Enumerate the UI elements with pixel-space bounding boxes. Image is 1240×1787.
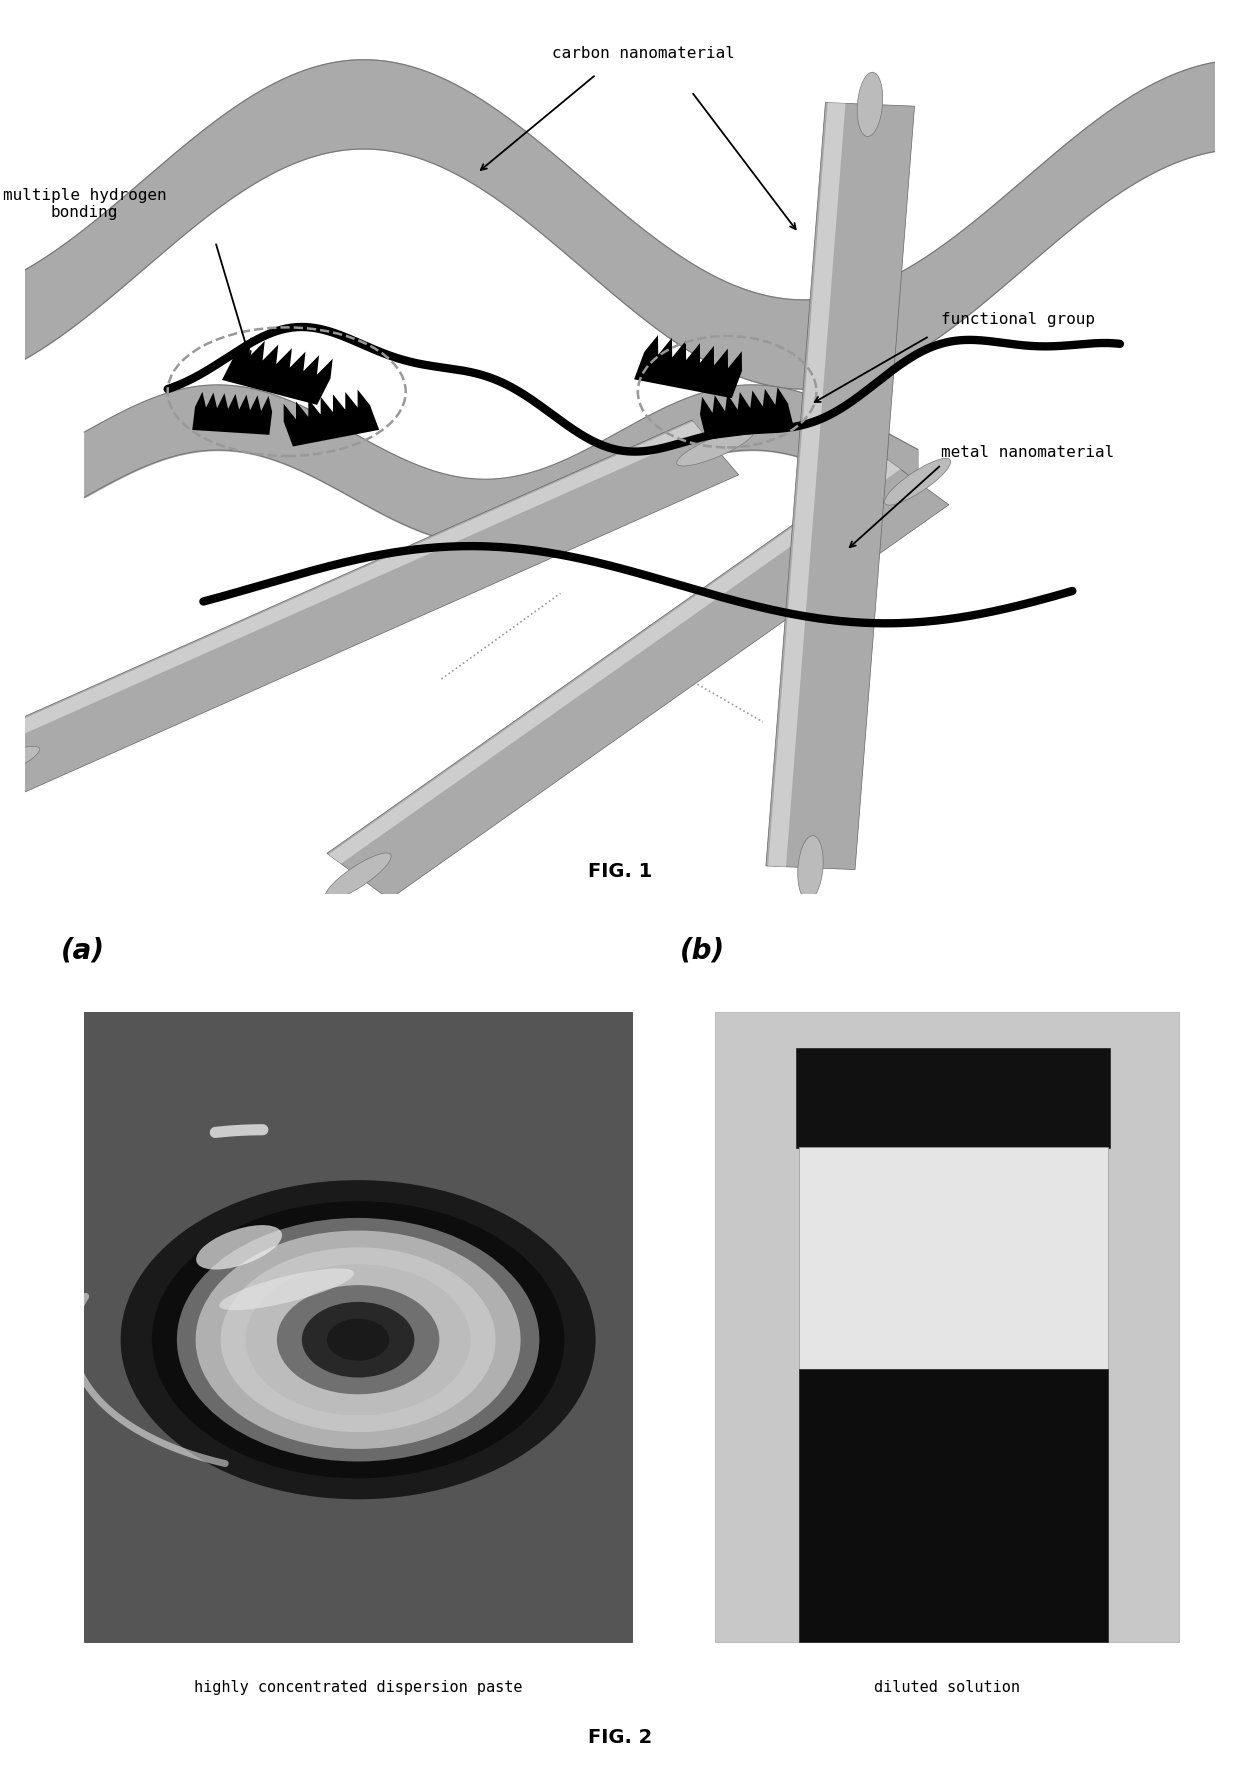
Text: functional group: functional group xyxy=(941,313,1095,327)
Ellipse shape xyxy=(327,1319,389,1360)
FancyBboxPatch shape xyxy=(84,1011,632,1642)
Text: metal nanomaterial: metal nanomaterial xyxy=(941,445,1115,461)
Ellipse shape xyxy=(219,1269,355,1310)
Polygon shape xyxy=(634,336,742,399)
Ellipse shape xyxy=(0,747,40,783)
Ellipse shape xyxy=(177,1219,539,1462)
Ellipse shape xyxy=(857,71,883,136)
Ellipse shape xyxy=(221,1247,496,1431)
Polygon shape xyxy=(329,459,900,863)
Ellipse shape xyxy=(196,1231,521,1449)
FancyBboxPatch shape xyxy=(796,1049,1111,1149)
FancyBboxPatch shape xyxy=(799,1369,1109,1642)
FancyBboxPatch shape xyxy=(715,1011,1179,1642)
Ellipse shape xyxy=(677,429,754,466)
Ellipse shape xyxy=(301,1303,414,1378)
Ellipse shape xyxy=(120,1179,595,1499)
Text: (a): (a) xyxy=(61,936,104,965)
Text: FIG. 1: FIG. 1 xyxy=(588,861,652,881)
Polygon shape xyxy=(284,390,379,447)
Text: carbon nanomaterial: carbon nanomaterial xyxy=(552,46,735,61)
Polygon shape xyxy=(222,338,332,406)
Ellipse shape xyxy=(884,459,951,506)
Text: diluted solution: diluted solution xyxy=(874,1680,1021,1694)
Polygon shape xyxy=(766,102,915,870)
Ellipse shape xyxy=(196,1226,281,1269)
Ellipse shape xyxy=(151,1201,564,1478)
Text: highly concentrated dispersion paste: highly concentrated dispersion paste xyxy=(193,1680,522,1694)
Polygon shape xyxy=(327,459,949,899)
Polygon shape xyxy=(701,388,794,440)
FancyBboxPatch shape xyxy=(799,1147,1109,1372)
Polygon shape xyxy=(768,102,846,867)
Ellipse shape xyxy=(277,1285,439,1394)
Text: FIG. 2: FIG. 2 xyxy=(588,1728,652,1748)
Polygon shape xyxy=(0,422,702,751)
Polygon shape xyxy=(0,420,739,792)
Ellipse shape xyxy=(325,852,391,899)
Ellipse shape xyxy=(797,836,823,901)
Polygon shape xyxy=(192,391,272,434)
Ellipse shape xyxy=(246,1263,471,1415)
Text: multiple hydrogen
bonding: multiple hydrogen bonding xyxy=(2,188,166,220)
Text: (b): (b) xyxy=(680,936,724,965)
